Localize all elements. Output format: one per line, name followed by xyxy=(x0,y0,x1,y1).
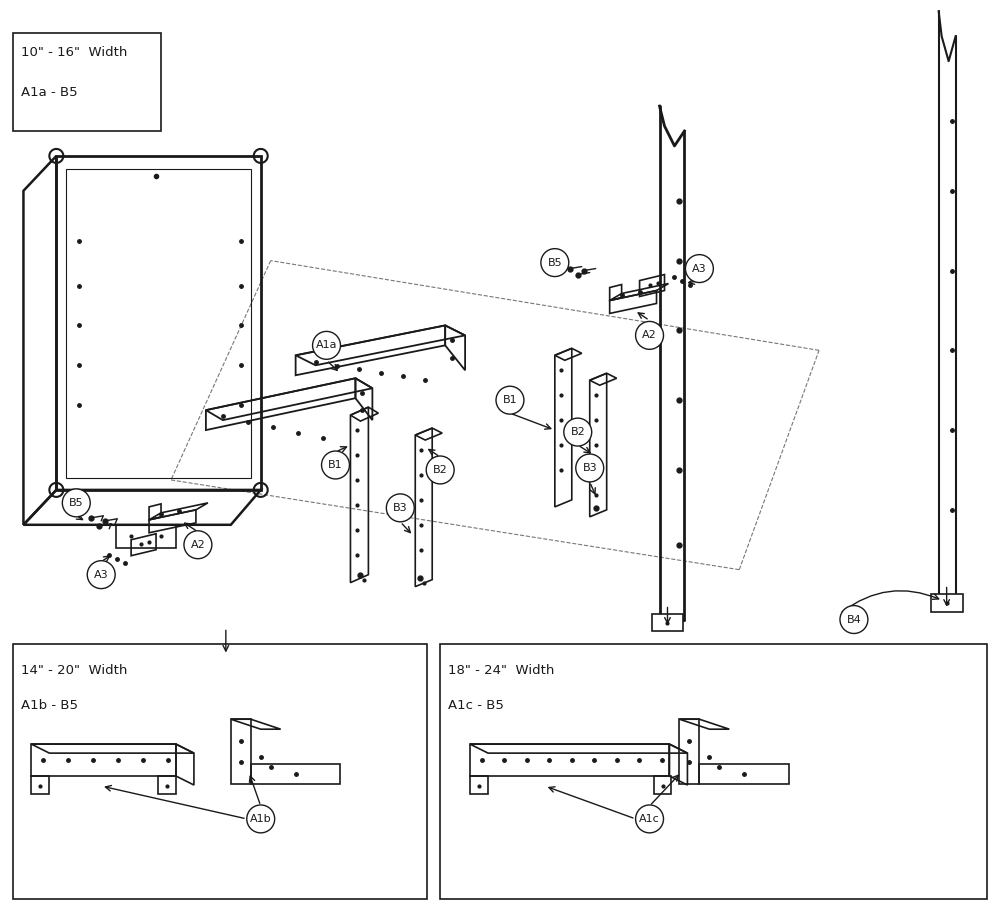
Text: B1: B1 xyxy=(328,460,343,470)
Circle shape xyxy=(840,606,868,634)
Text: A2: A2 xyxy=(191,540,205,550)
Text: B3: B3 xyxy=(393,503,408,513)
Text: B4: B4 xyxy=(847,614,861,624)
Bar xyxy=(13,33,161,131)
Text: A3: A3 xyxy=(94,570,109,579)
Text: A2: A2 xyxy=(642,331,657,341)
Text: A3: A3 xyxy=(692,263,707,274)
Circle shape xyxy=(564,418,592,446)
Circle shape xyxy=(184,530,212,559)
Circle shape xyxy=(636,321,664,349)
Circle shape xyxy=(636,805,664,833)
Circle shape xyxy=(62,489,90,517)
Text: 10" - 16"  Width: 10" - 16" Width xyxy=(21,46,128,59)
Circle shape xyxy=(247,805,275,833)
Circle shape xyxy=(426,456,454,484)
Circle shape xyxy=(386,494,414,522)
Text: B1: B1 xyxy=(503,395,517,405)
Text: B5: B5 xyxy=(548,258,562,268)
Text: A1a - B5: A1a - B5 xyxy=(21,87,78,99)
Text: A1b - B5: A1b - B5 xyxy=(21,699,78,712)
Circle shape xyxy=(576,454,604,482)
Text: B2: B2 xyxy=(433,465,448,475)
Text: B2: B2 xyxy=(570,427,585,437)
Circle shape xyxy=(496,386,524,414)
Circle shape xyxy=(685,254,713,283)
Text: 14" - 20"  Width: 14" - 20" Width xyxy=(21,664,128,677)
Bar xyxy=(652,613,683,632)
Text: B3: B3 xyxy=(582,463,597,473)
Text: A1a: A1a xyxy=(316,341,337,350)
Circle shape xyxy=(541,249,569,276)
Text: 18" - 24"  Width: 18" - 24" Width xyxy=(448,664,555,677)
Circle shape xyxy=(322,451,349,479)
Bar xyxy=(13,645,427,899)
Text: B5: B5 xyxy=(69,498,84,507)
Text: A1b: A1b xyxy=(250,814,272,824)
Text: A1c: A1c xyxy=(639,814,660,824)
Bar xyxy=(931,594,963,612)
Circle shape xyxy=(87,561,115,589)
Text: A1c - B5: A1c - B5 xyxy=(448,699,504,712)
Circle shape xyxy=(313,332,340,359)
Bar xyxy=(440,645,987,899)
